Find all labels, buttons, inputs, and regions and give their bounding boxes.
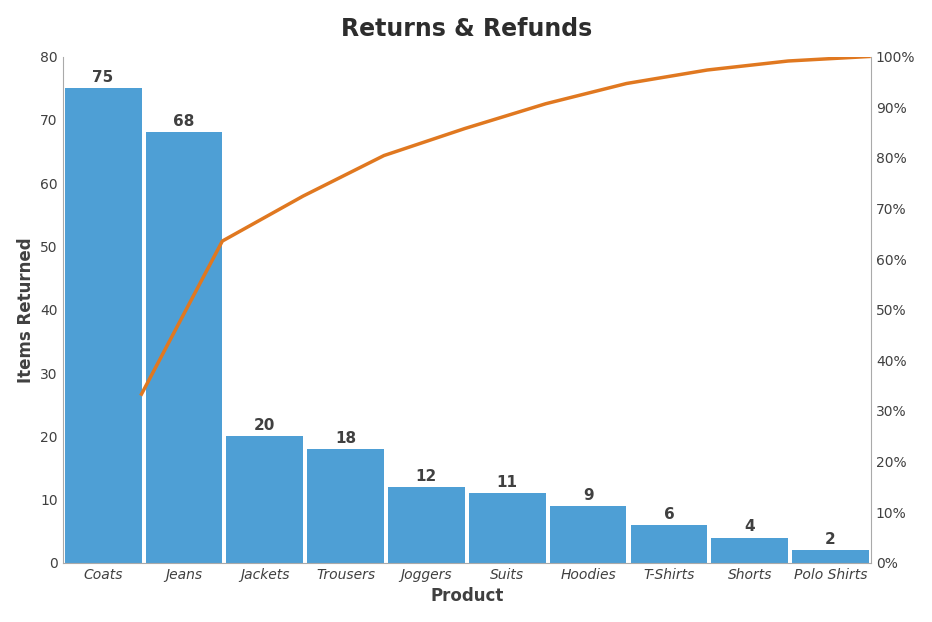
Bar: [64, 88, 142, 563]
Text: 75: 75: [92, 70, 114, 85]
Bar: [388, 487, 465, 563]
Text: 4: 4: [745, 519, 755, 534]
Bar: [792, 550, 869, 563]
Text: 68: 68: [173, 114, 195, 129]
Text: 12: 12: [416, 469, 437, 484]
Bar: [469, 493, 545, 563]
Bar: [550, 506, 626, 563]
Bar: [711, 537, 788, 563]
Bar: [308, 449, 384, 563]
Title: Returns & Refunds: Returns & Refunds: [341, 17, 593, 40]
Bar: [145, 132, 223, 563]
Bar: [226, 436, 303, 563]
Text: 18: 18: [335, 431, 356, 446]
Bar: [631, 525, 707, 563]
X-axis label: Product: Product: [431, 587, 503, 605]
Text: 9: 9: [582, 488, 594, 503]
Text: 2: 2: [825, 532, 836, 547]
Text: 11: 11: [497, 475, 518, 490]
Text: 6: 6: [664, 507, 674, 522]
Text: 20: 20: [254, 418, 276, 433]
Y-axis label: Items Returned: Items Returned: [17, 237, 34, 383]
